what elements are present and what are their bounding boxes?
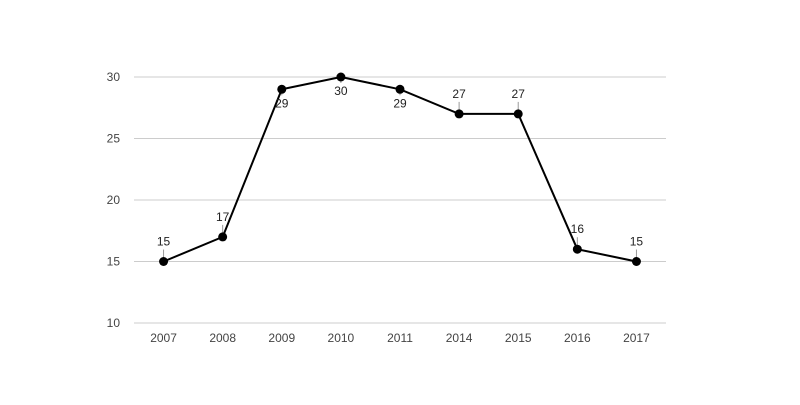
x-tick-label: 2011 <box>387 331 413 345</box>
data-point <box>513 109 523 119</box>
data-point <box>572 244 582 254</box>
data-label: 15 <box>157 235 171 249</box>
y-tick-label: 10 <box>107 316 121 330</box>
y-tick-label: 25 <box>107 132 121 146</box>
x-axis-tick-labels: 2007 2008 2009 2010 2011 2014 2015 2016 2017 <box>150 331 650 345</box>
data-label: 15 <box>630 235 644 249</box>
data-label: 27 <box>452 87 466 101</box>
x-tick-label: 2009 <box>268 331 295 345</box>
data-label: 27 <box>512 87 526 101</box>
y-axis-tick-labels: 10 15 20 25 30 <box>107 70 121 330</box>
x-tick-label: 2017 <box>623 331 650 345</box>
data-points <box>159 72 641 266</box>
x-tick-label: 2007 <box>150 331 177 345</box>
data-label: 30 <box>334 84 348 98</box>
data-point <box>395 84 405 94</box>
x-tick-label: 2016 <box>564 331 591 345</box>
data-label: 16 <box>571 222 585 236</box>
y-tick-label: 20 <box>107 193 121 207</box>
x-tick-label: 2015 <box>505 331 532 345</box>
x-tick-label: 2010 <box>328 331 355 345</box>
data-point <box>336 72 346 82</box>
gridlines <box>134 76 666 324</box>
x-tick-label: 2014 <box>446 331 473 345</box>
data-point <box>277 84 287 94</box>
data-label: 17 <box>216 210 230 224</box>
data-point <box>454 109 464 119</box>
data-point <box>631 257 641 266</box>
y-tick-label: 30 <box>107 70 121 84</box>
data-labels: 15 17 29 30 29 27 27 16 15 <box>157 84 644 249</box>
data-point <box>159 257 169 266</box>
data-label: 29 <box>393 96 407 110</box>
y-tick-label: 15 <box>107 255 121 269</box>
data-point <box>218 232 228 242</box>
x-tick-label: 2008 <box>209 331 236 345</box>
data-label: 29 <box>275 96 289 110</box>
